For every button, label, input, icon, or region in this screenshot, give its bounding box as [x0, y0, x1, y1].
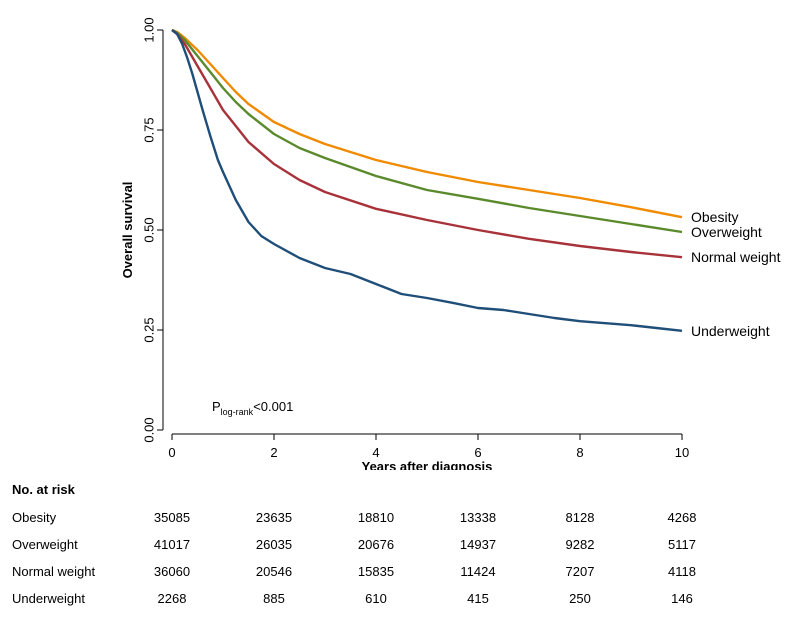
series-label: Obesity: [691, 209, 738, 225]
risk-cell: 41017: [153, 537, 191, 552]
risk-cell: 36060: [153, 564, 191, 579]
annotation-subscript: log-rank: [221, 407, 254, 417]
risk-cell: 4268: [667, 510, 697, 525]
series-line-normal-weight: [171, 29, 683, 259]
risk-cell: 23635: [255, 510, 293, 525]
y-tick-label: 1.00: [142, 17, 157, 42]
y-tick-label: 0.00: [142, 417, 157, 442]
logrank-annotation: Plog-rank<0.001: [212, 399, 293, 417]
series-label: Underweight: [691, 323, 770, 339]
series-line-underweight: [171, 29, 683, 332]
risk-table-title: No. at risk: [12, 482, 75, 497]
series-line-overweight: [171, 28, 683, 234]
risk-row-label: Obesity: [12, 510, 57, 525]
risk-row-label: Overweight: [12, 537, 78, 552]
risk-row-label: Underweight: [12, 591, 85, 606]
risk-cell: 146: [671, 591, 693, 606]
y-tick-label: 0.75: [142, 117, 157, 142]
risk-cell: 7207: [565, 564, 595, 579]
y-axis-title: Overall survival: [120, 182, 135, 279]
risk-cell: 11424: [460, 564, 496, 579]
x-tick-label: 8: [576, 445, 583, 460]
annotation-main: P: [212, 399, 221, 414]
risk-cell: 2268: [157, 591, 187, 606]
risk-cell: 415: [467, 591, 489, 606]
risk-cell: 13338: [459, 510, 497, 525]
risk-cell: 26035: [255, 537, 293, 552]
risk-cell: 20546: [255, 564, 293, 579]
x-tick-label: 6: [474, 445, 481, 460]
y-tick-label: 0.25: [142, 317, 157, 342]
annotation-value: <0.001: [253, 399, 293, 414]
x-tick-label: 2: [270, 445, 277, 460]
series-line-obesity: [171, 28, 683, 219]
x-tick-label: 4: [372, 445, 379, 460]
x-axis-title: Years after diagnosis: [362, 459, 493, 470]
y-tick-label: 0.50: [142, 217, 157, 242]
survival-chart: 0.00 0.25 0.50 0.75 1.00 0 2 4 6 8 10 ObesityOverw…: [120, 17, 781, 470]
risk-cell: 35085: [153, 510, 191, 525]
risk-cell: 5117: [668, 537, 696, 552]
risk-cell: 20676: [357, 537, 395, 552]
series-label: Normal weight: [691, 249, 781, 265]
risk-cell: 4118: [668, 564, 696, 579]
series-label: Overweight: [691, 224, 762, 240]
risk-row-label: Normal weight: [12, 564, 96, 579]
risk-cell: 18810: [357, 510, 395, 525]
risk-cell: 610: [365, 591, 387, 606]
risk-cell: 14937: [459, 537, 497, 552]
risk-cell: 9282: [565, 537, 595, 552]
risk-cell: 885: [263, 591, 285, 606]
x-tick-label: 0: [168, 445, 175, 460]
x-tick-label: 10: [675, 445, 689, 460]
risk-cell: 15835: [357, 564, 395, 579]
risk-cell: 250: [569, 591, 591, 606]
risk-cell: 8128: [565, 510, 595, 525]
